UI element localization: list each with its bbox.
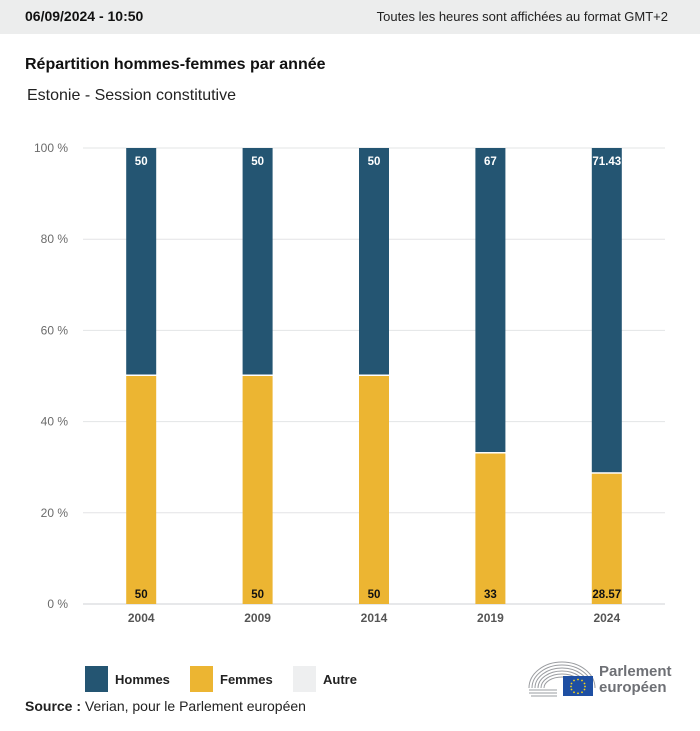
data-label-hommes: 50 [368, 156, 381, 168]
bar-hommes [242, 148, 273, 375]
legend-swatch-femmes [190, 666, 213, 692]
y-axis: 0 % 20 % 40 % 60 % 80 % 100 % [34, 141, 68, 611]
stacked-bar-chart: 0 % 20 % 40 % 60 % 80 % 100 % 50 50 50 50 50 50 67 3… [34, 141, 665, 625]
datetime-label: 06/09/2024 - 10:50 [25, 8, 144, 24]
hemicycle-icon [528, 661, 596, 697]
data-label-femmes: 50 [368, 589, 381, 601]
bar-femmes [591, 473, 622, 604]
bar-femmes [126, 376, 157, 604]
y-tick-label: 20 % [41, 506, 69, 520]
y-tick-label: 60 % [41, 323, 69, 337]
bar-femmes [359, 376, 389, 604]
source-note: Source : Verian, pour le Parlement europ… [25, 698, 306, 714]
x-tick-label: 2014 [361, 611, 388, 625]
source-text: Verian, pour le Parlement européen [81, 698, 306, 714]
data-label-hommes: 71.43 [592, 156, 621, 168]
y-tick-label: 0 % [47, 597, 68, 611]
top-bar: 06/09/2024 - 10:50 Toutes les heures son… [0, 0, 700, 34]
x-tick-label: 2024 [593, 611, 620, 625]
bar-femmes [242, 376, 273, 604]
data-label-femmes: 50 [135, 589, 148, 601]
timezone-note: Toutes les heures sont affichées au form… [376, 9, 668, 24]
legend-label-hommes: Hommes [115, 672, 170, 687]
y-tick-label: 80 % [41, 232, 69, 246]
source-label: Source : [25, 698, 82, 714]
data-label-hommes: 50 [251, 156, 264, 168]
x-axis: 2004 2009 2014 2019 2024 [128, 611, 621, 625]
bars [126, 148, 622, 604]
logo-text: Parlement européen [599, 664, 672, 696]
x-tick-label: 2019 [477, 611, 504, 625]
bar-hommes [359, 148, 389, 375]
legend-label-femmes: Femmes [220, 672, 273, 687]
chart-title: Répartition hommes-femmes par année [25, 56, 326, 73]
x-tick-label: 2009 [244, 611, 271, 625]
bar-femmes [475, 453, 506, 604]
data-label-femmes: 50 [251, 589, 264, 601]
data-labels: 50 50 50 50 50 50 67 33 71.43 28.57 [135, 156, 621, 601]
data-label-hommes: 50 [135, 156, 148, 168]
chart-subtitle: Estonie - Session constitutive [27, 87, 236, 104]
data-label-femmes: 33 [484, 589, 497, 601]
y-tick-label: 100 % [34, 141, 68, 155]
data-label-femmes: 28.57 [592, 589, 621, 601]
bar-hommes [475, 148, 506, 453]
legend-swatch-hommes [85, 666, 108, 692]
data-label-hommes: 67 [484, 156, 497, 168]
bar-hommes [126, 148, 157, 375]
legend-label-autre: Autre [323, 672, 357, 687]
eu-flag-icon [563, 676, 593, 696]
bar-hommes [591, 148, 622, 473]
logo-line-1: Parlement [599, 663, 672, 680]
y-tick-label: 40 % [41, 415, 69, 429]
x-tick-label: 2004 [128, 611, 155, 625]
legend-swatch-autre [293, 666, 316, 692]
european-parliament-logo: Parlement européen [527, 660, 687, 700]
logo-line-2: européen [599, 679, 667, 696]
